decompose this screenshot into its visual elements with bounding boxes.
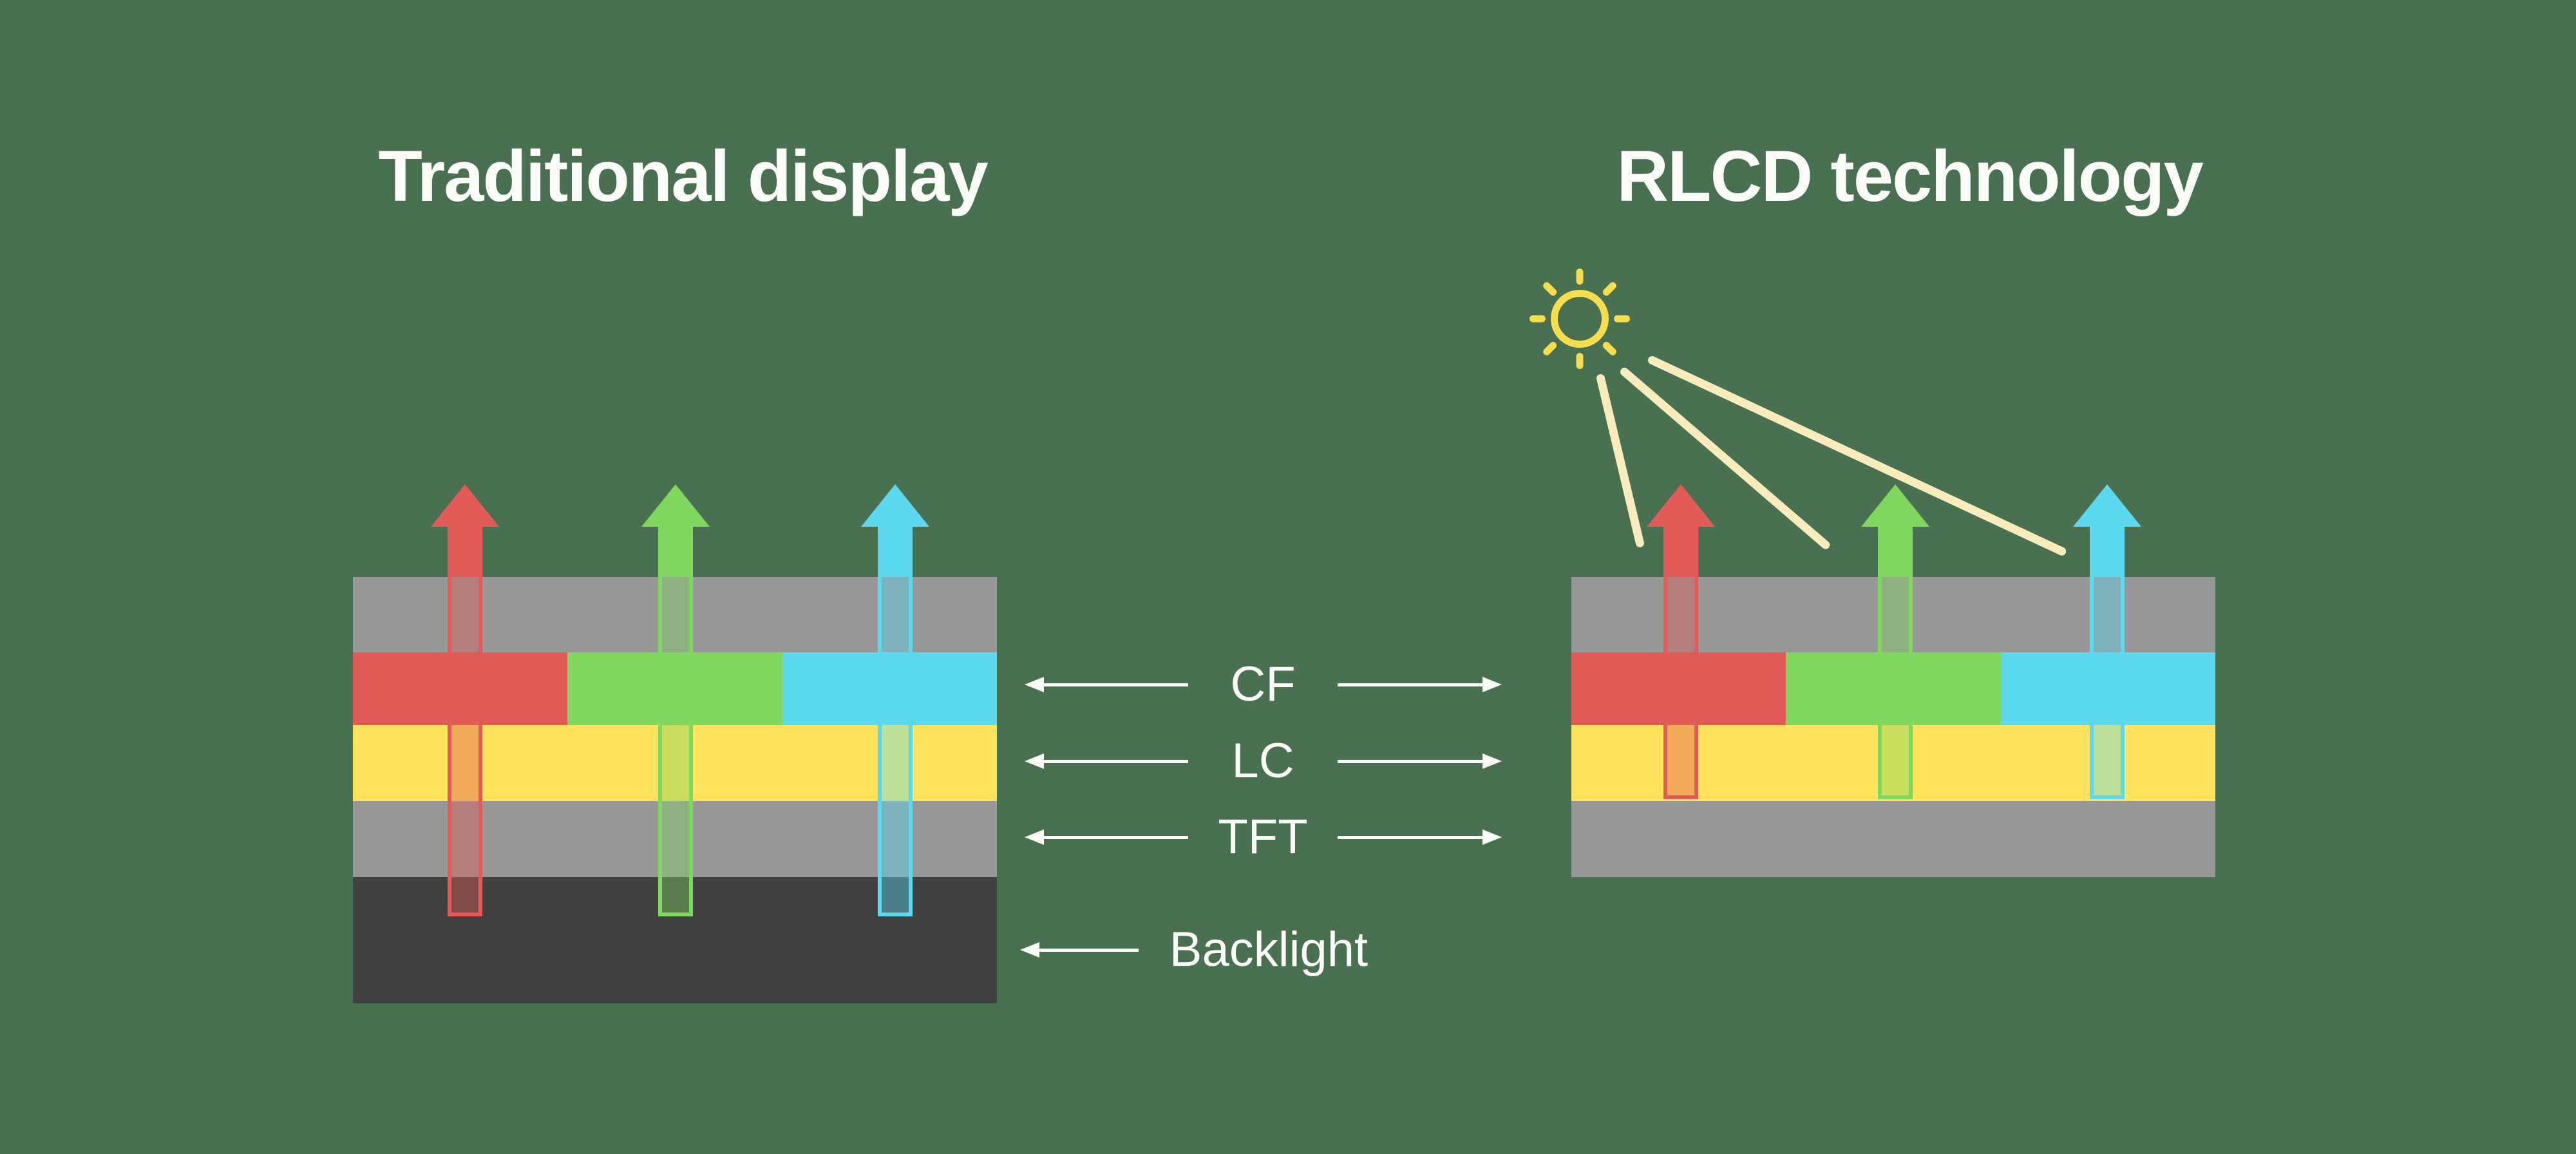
arrow-shaft-through-layers (1878, 577, 1913, 799)
arrow-head (861, 484, 929, 527)
cf-blue-segment (2000, 652, 2215, 725)
red-light-arrow (431, 484, 499, 916)
sunlight-beam (1595, 373, 1645, 549)
tft-layer (353, 801, 997, 877)
arrow-shaft-through-layers (2090, 577, 2125, 799)
cf-right-arrow-icon (1338, 677, 1502, 692)
liquid-crystal-layer (1571, 725, 2215, 801)
arrow-shaft-through-layers (658, 577, 693, 916)
arrow-head (431, 484, 499, 527)
arrow-head (641, 484, 710, 527)
arrow-shaft (1878, 527, 1913, 577)
tft-layer (1571, 801, 2215, 877)
arrow-head (1861, 484, 1929, 527)
red-light-arrow (1647, 484, 1715, 799)
cf-red-segment (1571, 652, 1786, 725)
glass-layer (1571, 577, 2215, 652)
arrow-head (1647, 484, 1715, 527)
lc-right-arrow-icon (1338, 753, 1502, 769)
lc-left-arrow-icon (1025, 753, 1188, 769)
backlight-layer (353, 877, 997, 1003)
green-light-arrow (641, 484, 710, 916)
arrow-shaft-through-layers (1663, 577, 1698, 799)
cf-left-arrow-icon (1025, 677, 1188, 692)
tft-right-arrow-icon (1338, 829, 1502, 845)
tft-left-arrow-icon (1025, 829, 1188, 845)
arrow-shaft-through-layers (448, 577, 482, 916)
backlight-left-arrow-icon (1020, 942, 1139, 958)
color-filter-layer (353, 652, 997, 725)
lc-label: LC (1231, 733, 1294, 788)
liquid-crystal-layer (353, 725, 997, 801)
blue-light-arrow (861, 484, 929, 916)
rlcd-technology-title: RLCD technology (1616, 136, 2204, 216)
glass-layer (353, 577, 997, 652)
color-filter-layer (1571, 652, 2215, 725)
traditional-display-stack (353, 577, 997, 1003)
sun-icon (1530, 269, 1630, 369)
rlcd-stack (1571, 577, 2215, 877)
arrow-shaft (878, 527, 913, 577)
tft-label: TFT (1218, 809, 1308, 864)
green-light-arrow (1861, 484, 1929, 799)
arrow-shaft (1663, 527, 1698, 577)
backlight-label: Backlight (1169, 922, 1368, 977)
arrow-head (2073, 484, 2141, 527)
traditional-display-title: Traditional display (378, 136, 988, 216)
cf-label: CF (1230, 657, 1296, 712)
blue-light-arrow (2073, 484, 2141, 799)
cf-green-segment (567, 652, 782, 725)
arrow-shaft-through-layers (878, 577, 913, 916)
cf-red-segment (353, 652, 568, 725)
cf-green-segment (1786, 652, 2001, 725)
arrow-shaft (448, 527, 482, 577)
cf-blue-segment (782, 652, 997, 725)
arrow-shaft (2090, 527, 2125, 577)
arrow-shaft (658, 527, 693, 577)
